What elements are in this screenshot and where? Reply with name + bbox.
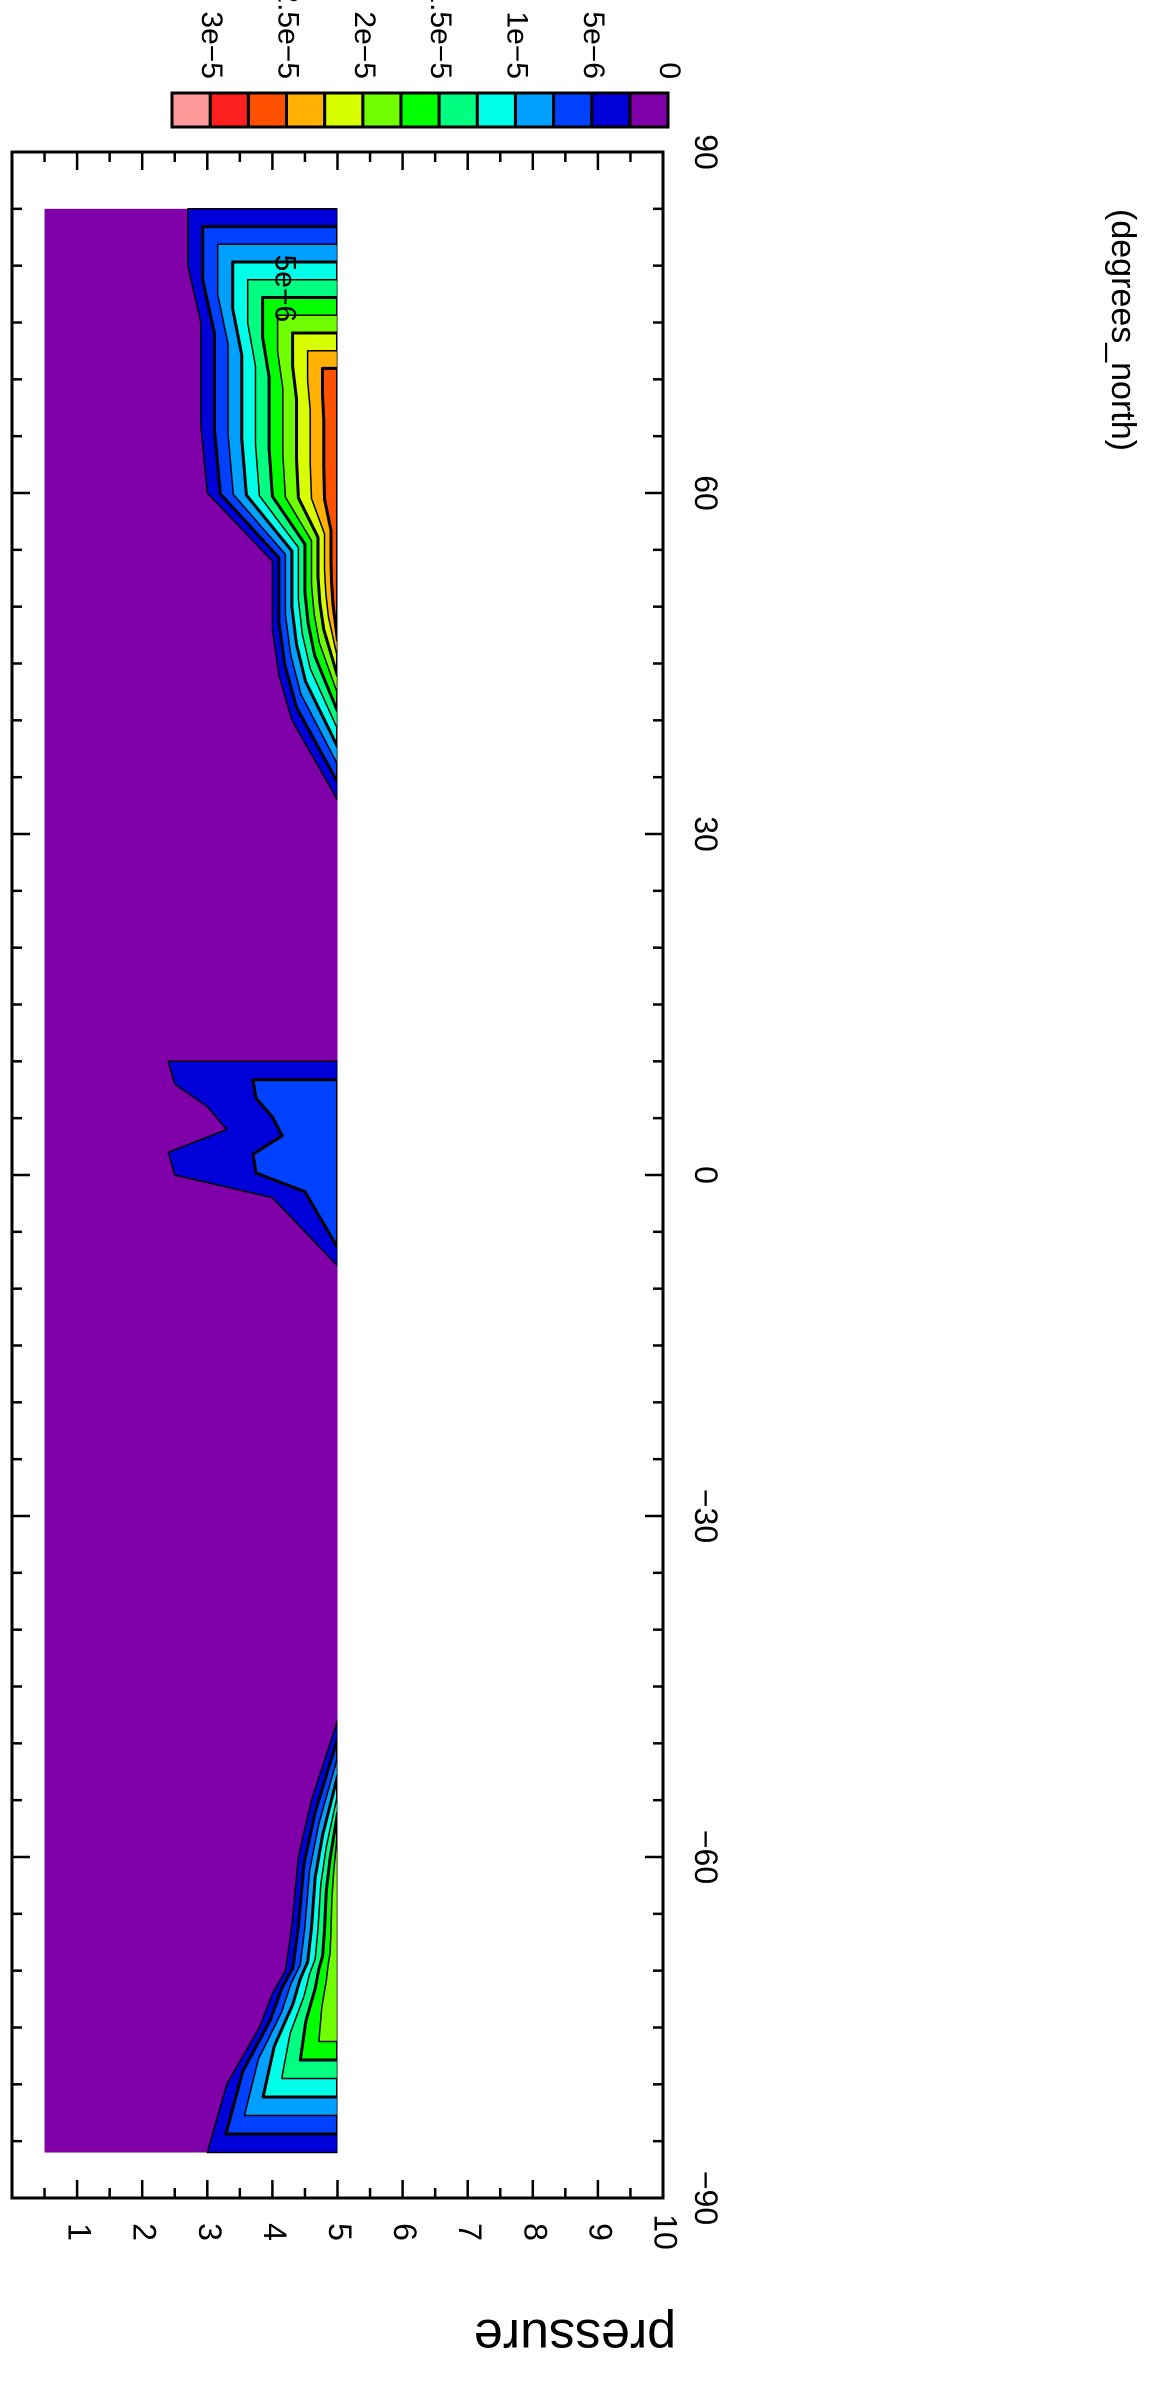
y-tick-label: 5 [322, 2223, 358, 2241]
plot-area: 5e−6 [10, 150, 665, 2200]
north-midlatitude-low-level-band-10 [321, 366, 339, 642]
colorbar-swatch [399, 91, 441, 129]
x-tick-label: −30 [688, 1489, 724, 1543]
south-polar-low-level-band-7 [318, 1830, 339, 2043]
y-tick-label: 1 [62, 2223, 98, 2241]
y-tick-label: 6 [387, 2223, 423, 2241]
x-tick-label: 0 [688, 1166, 724, 1184]
colorbar-swatch [284, 91, 327, 129]
equatorial-low-level-band-2 [251, 1078, 339, 1249]
y-tick-label: 8 [517, 2223, 553, 2241]
colorbar-label: 2e−5 [348, 11, 381, 79]
pressure-axis: 1 2 3 4 5 6 7 8 9 10 [43, 152, 684, 2250]
y-tick-label: 2 [127, 2223, 163, 2241]
colorbar-swatch [590, 91, 632, 129]
colorbar-label: 3e−5 [195, 11, 228, 79]
colorbar-label: 1e−5 [500, 11, 533, 79]
colorbar-label: 5e−6 [577, 11, 610, 79]
colorbar-label: 1.5e−5 [424, 0, 457, 79]
colorbar-swatch [628, 91, 670, 129]
x-tick-label: 90 [688, 134, 724, 170]
colorbar-swatch [170, 91, 212, 129]
latitude-axis: −90 −60 −30 0 30 60 90 [12, 134, 724, 2225]
colorbar-swatch [246, 91, 288, 129]
contour-inline-label: 5e−6 [269, 255, 302, 323]
colorbar-label: 2.5e−5 [272, 0, 305, 79]
colorbar: 0 5e−6 1e−5 1.5e−5 2e−5 2.5e−5 3e−5 [170, 0, 686, 129]
no-data-mask [337, 154, 661, 2196]
y-tick-label: 4 [257, 2223, 293, 2241]
y-tick-label: 3 [192, 2223, 228, 2241]
colorbar-swatch [323, 91, 365, 129]
y-axis-label: pressure [474, 2308, 676, 2366]
colorbar-swatch [361, 91, 403, 129]
x-tick-label: −60 [688, 1830, 724, 1884]
x-tick-label: 60 [688, 475, 724, 511]
y-tick-label: 10 [648, 2214, 684, 2250]
x-axis-label: (degrees_north) [1104, 209, 1142, 451]
colorbar-label: 0 [653, 62, 686, 79]
colorbar-swatch [552, 91, 594, 129]
x-tick-label: 30 [688, 816, 724, 852]
x-tick-label: −90 [688, 2171, 724, 2225]
colorbar-swatch [475, 91, 517, 129]
colorbar-swatch [208, 91, 250, 129]
y-tick-label: 7 [452, 2223, 488, 2241]
y-tick-label: 9 [582, 2223, 618, 2241]
colorbar-swatch [513, 91, 556, 129]
colorbar-swatch [437, 91, 479, 129]
